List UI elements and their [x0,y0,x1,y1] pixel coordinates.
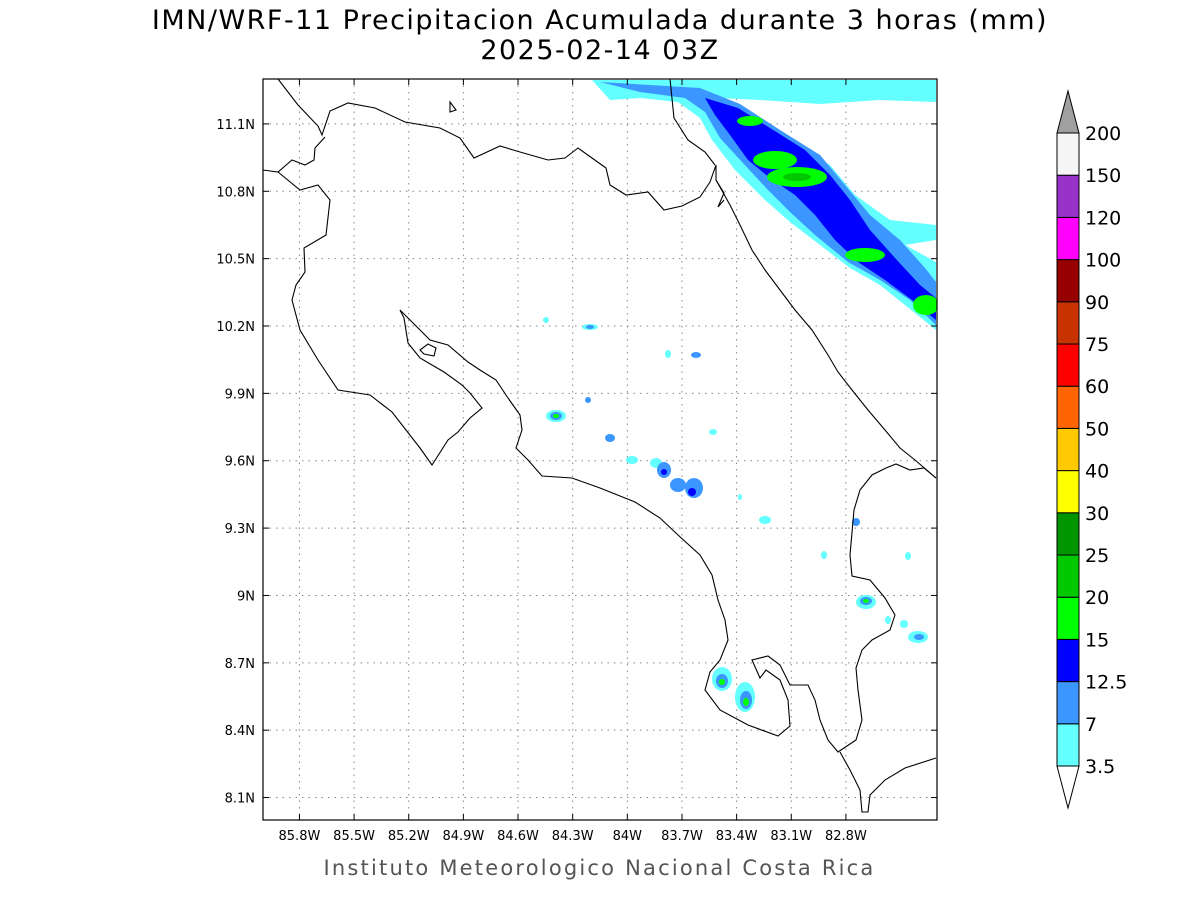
island [449,100,457,113]
lat-tick-label: 8.1N [225,792,255,807]
colorbar-swatch [1056,174,1080,218]
lon-tick-label: 83.7W [661,829,703,844]
map-grid [263,79,937,820]
colorbar-swatch [1056,596,1080,640]
panama-south-coast [839,751,937,813]
colorbar-level-label: 3.5 [1085,756,1115,778]
lake-nicaragua-shore [277,79,725,211]
footer-credit: Instituto Meteorologico Nacional Costa R… [323,856,876,880]
colorbar-swatch [1056,427,1080,472]
lat-tick-label: 9.6N [225,455,255,470]
colorbar-level-label: 15 [1085,629,1109,651]
lon-tick-label: 83.4W [716,829,758,844]
colorbar-swatch [1056,343,1080,387]
colorbar-swatch [1056,470,1080,514]
rain-core-green-5 [913,295,937,315]
rain-core-green-1 [737,116,763,126]
scattered-rain-cells [543,317,928,712]
lon-tick-label: 84.3W [552,829,594,844]
colorbar-level-label: 20 [1085,587,1109,609]
rain-band-cyan [592,80,936,330]
lat-tick-label: 8.7N [225,657,255,672]
colorbar-level-label: 100 [1085,250,1121,272]
lat-tick-label: 10.5N [216,253,255,268]
colorbar-swatch [1056,681,1080,725]
colorbar-level-label: 60 [1085,376,1109,398]
colorbar-swatch [1056,132,1080,176]
colorbar-under-triangle [1056,765,1080,810]
lon-tick-label: 83.1W [770,829,812,844]
colorbar-level-label: 50 [1085,418,1109,440]
lat-axis: 11.1N 10.8N 10.5N 10.2N 9.9N 9.6N 9.3N 9N 8.7N 8.… [216,118,937,807]
lon-tick-label: 85.8W [279,829,321,844]
colorbar-level-label: 12.5 [1085,672,1127,694]
rain-band-blue [705,98,936,320]
colorbar-swatch [1056,723,1080,767]
lon-tick-label: 85.2W [388,829,430,844]
rain-core-green-2 [753,151,797,169]
lat-tick-label: 8.4N [225,724,255,739]
map-subtitle-datetime: 2025-02-14 03Z [480,35,720,66]
rain-band-light-blue [600,82,936,325]
lat-tick-label: 9N [237,589,255,604]
lon-tick-label: 84.9W [442,829,484,844]
colorbar-level-label: 75 [1085,334,1109,356]
lon-tick-label: 85.5W [333,829,375,844]
plot-frame [262,78,938,821]
lat-tick-label: 11.1N [216,118,255,133]
colorbar-level-label: 200 [1085,123,1121,145]
nicoya-island [419,343,437,357]
lon-axis: 85.8W 85.5W 85.2W 84.9W 84.6W 84.3W 84W 83.7W 83… [279,79,867,844]
colorbar-level-label: 30 [1085,503,1109,525]
colorbar-level-label: 150 [1085,165,1121,187]
colorbar-swatch [1056,638,1080,683]
lon-tick-label: 84W [613,829,643,844]
pacific-coast-guanacaste [263,136,937,753]
lon-tick-label: 84.6W [497,829,539,844]
lat-tick-label: 10.2N [216,320,255,335]
rain-core-dark-green-3 [783,173,811,181]
rain-core-green-4 [845,248,885,262]
colorbar-level-label: 40 [1085,461,1109,483]
lon-tick-label: 82.8W [825,829,867,844]
colorbar-level-label: 120 [1085,207,1121,229]
colorbar: 3.5 7 12.5 15 20 25 30 40 50 60 75 90 100 120 150 200 [1056,89,1127,810]
map-title: IMN/WRF-11 Precipitacion Acumulada duran… [151,5,1049,36]
colorbar-swatch [1056,259,1080,303]
lat-tick-label: 9.3N [225,522,255,537]
caribbean-border-north [669,79,716,166]
lat-tick-label: 9.9N [225,387,255,402]
colorbar-swatch [1056,554,1080,598]
colorbar-swatch [1056,385,1080,429]
coastlines [263,79,937,813]
colorbar-level-label: 90 [1085,292,1109,314]
colorbar-level-label: 25 [1085,545,1109,567]
caribbean-coast [715,179,937,479]
colorbar-swatch [1056,216,1080,261]
colorbar-swatch [1056,301,1080,345]
colorbar-level-label: 7 [1085,714,1097,736]
precipitation-field [543,80,937,712]
lat-tick-label: 10.8N [216,185,255,200]
colorbar-over-triangle [1056,89,1080,134]
colorbar-swatch [1056,512,1080,556]
